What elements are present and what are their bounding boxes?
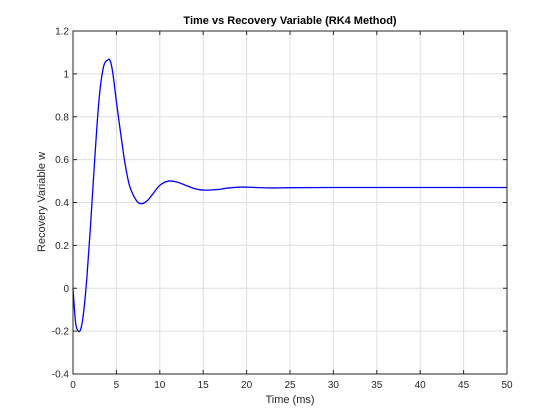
y-tick-label: -0.2 bbox=[52, 327, 70, 338]
x-tick-label: 30 bbox=[328, 380, 340, 391]
x-tick-label: 20 bbox=[241, 380, 253, 391]
grid-lines bbox=[73, 31, 507, 374]
y-tick-label: 0.2 bbox=[55, 241, 69, 252]
x-tick-label: 15 bbox=[198, 380, 210, 391]
x-tick-label: 5 bbox=[114, 380, 120, 391]
x-tick-label: 10 bbox=[154, 380, 166, 391]
x-axis-label: Time (ms) bbox=[265, 394, 314, 406]
x-tick-label: 45 bbox=[458, 380, 470, 391]
x-tick-label: 25 bbox=[284, 380, 296, 391]
y-tick-label: 0.6 bbox=[55, 155, 69, 166]
chart-title: Time vs Recovery Variable (RK4 Method) bbox=[183, 15, 396, 27]
y-tick-label: 1.2 bbox=[55, 27, 69, 38]
x-tick-label: 40 bbox=[415, 380, 427, 391]
series-line bbox=[72, 58, 507, 333]
y-tick-label: 0.4 bbox=[55, 198, 69, 209]
y-tick-label: 1 bbox=[63, 69, 69, 80]
y-tick-label: 0 bbox=[63, 284, 69, 295]
y-axis-label: Recovery Variable w bbox=[36, 152, 48, 252]
axis-ticks bbox=[72, 30, 508, 375]
x-tick-label: 50 bbox=[501, 380, 513, 391]
x-tick-label: 0 bbox=[70, 380, 76, 391]
series-layer bbox=[72, 58, 507, 333]
y-tick-label: -0.4 bbox=[52, 370, 70, 381]
x-tick-label: 35 bbox=[371, 380, 383, 391]
y-tick-label: 0.8 bbox=[55, 112, 69, 123]
